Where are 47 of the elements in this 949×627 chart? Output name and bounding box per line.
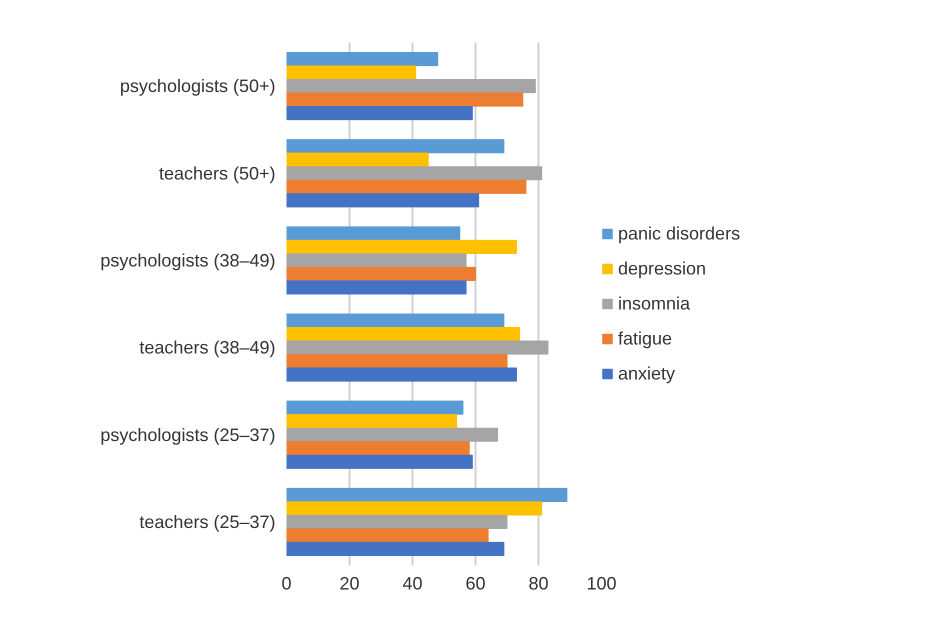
bar [286, 139, 504, 154]
bar [286, 166, 542, 180]
x-tick-label: 80 [528, 574, 549, 594]
bar [286, 52, 438, 66]
legend-label: insomnia [618, 293, 690, 314]
x-tick-label: 0 [281, 574, 292, 594]
bar [286, 266, 476, 281]
bar [286, 92, 524, 107]
bar [286, 180, 526, 194]
bar [286, 542, 504, 556]
bar [286, 428, 498, 442]
y-tick-label: teachers (38–49) [139, 338, 276, 358]
bar [286, 368, 517, 382]
x-tick-label: 40 [402, 574, 423, 594]
bar [286, 226, 460, 240]
bar [286, 340, 548, 355]
x-tick-label: 100 [586, 574, 617, 594]
bar [286, 514, 508, 529]
legend-label: panic disorders [618, 223, 740, 244]
bar [286, 253, 467, 268]
y-tick-label: psychologists (50+) [120, 76, 276, 96]
bar [286, 354, 508, 368]
legend-label: fatigue [618, 328, 672, 349]
bar [286, 327, 520, 342]
y-tick-label: teachers (25–37) [139, 512, 276, 532]
bar [286, 414, 458, 428]
bar [286, 66, 416, 80]
bar [286, 106, 473, 120]
y-tick-label: psychologists (38–49) [100, 250, 276, 270]
y-tick-label: psychologists (25–37) [100, 424, 276, 445]
bar [286, 528, 489, 542]
bar [286, 488, 568, 502]
y-tick-label: teachers (50+) [158, 163, 276, 184]
bar [286, 280, 467, 294]
bar [286, 314, 504, 328]
bar [286, 240, 517, 254]
bar [286, 454, 473, 469]
x-tick-label: 60 [465, 574, 486, 594]
legend-label: anxiety [618, 363, 676, 384]
bar [286, 193, 480, 208]
x-tick-label: 20 [339, 574, 360, 594]
bar [286, 501, 542, 516]
bar [286, 79, 536, 94]
legend-label: depression [618, 258, 706, 279]
bar [286, 152, 429, 167]
bar [286, 441, 470, 456]
bar [286, 400, 464, 415]
